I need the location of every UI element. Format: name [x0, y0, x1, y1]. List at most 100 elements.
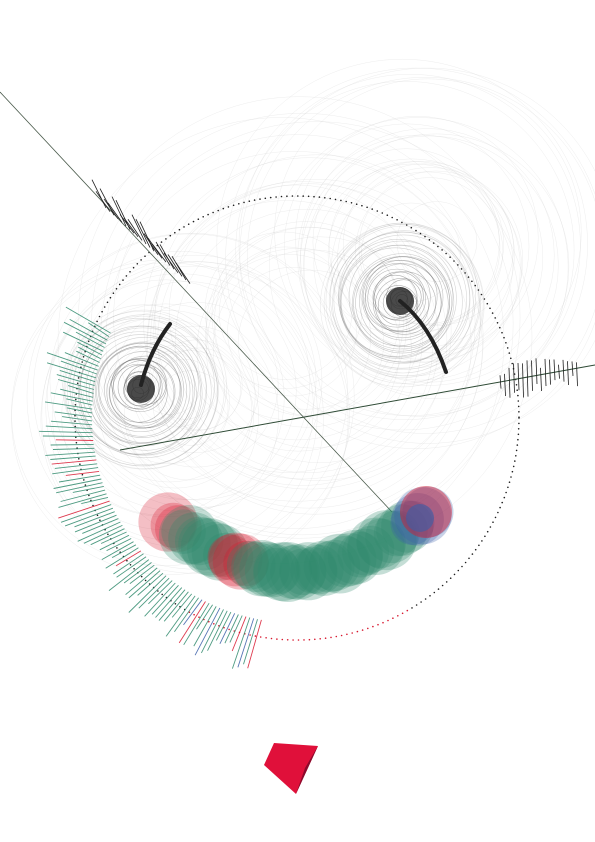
fringe-stroke — [60, 388, 94, 398]
face-dot — [474, 548, 477, 551]
eye-ring — [348, 244, 454, 350]
smile-blob — [270, 544, 326, 600]
fringe-stroke — [128, 570, 161, 599]
face-dot — [228, 628, 230, 631]
eye-ring — [104, 351, 182, 429]
fringe-stroke — [243, 619, 258, 665]
hatch-mark — [151, 243, 167, 263]
eye-ring — [77, 331, 201, 455]
face-dot — [178, 228, 181, 231]
face-dot — [506, 347, 509, 349]
fringe-stroke — [83, 524, 123, 544]
background-ring — [146, 183, 472, 509]
background-ring — [328, 161, 501, 333]
smile-blob — [303, 541, 355, 593]
face-dot — [197, 218, 200, 220]
fringe-stroke — [229, 615, 243, 643]
face-dot — [372, 625, 374, 628]
hatch-mark — [499, 375, 502, 389]
fringe-stroke — [66, 407, 93, 414]
face-dot — [517, 400, 520, 402]
face-dot — [157, 590, 159, 592]
hatch-mark — [103, 198, 119, 220]
fringe-stroke — [63, 331, 104, 352]
smile-blob — [158, 505, 219, 565]
smile-blob — [356, 510, 417, 571]
fringe-stroke — [72, 485, 104, 493]
background-ring — [47, 279, 285, 518]
face-dot — [457, 264, 459, 266]
face-dot — [499, 506, 501, 509]
fringe-stroke — [224, 614, 239, 644]
background-ring — [300, 128, 555, 383]
face-dot — [512, 465, 515, 468]
smile-blob — [296, 540, 352, 596]
face-dot — [396, 219, 398, 221]
face-dot — [397, 615, 399, 617]
fringe-stroke — [77, 521, 121, 542]
smile-blob — [308, 539, 361, 592]
fringe-stroke — [231, 617, 251, 669]
face-dot — [227, 206, 230, 208]
face-dot — [280, 195, 283, 198]
fringe-stroke — [247, 619, 262, 669]
diagonal-line — [0, 91, 393, 513]
smile-blob — [150, 502, 196, 548]
face-dot — [92, 504, 94, 507]
face-dot — [308, 638, 311, 641]
face-dot — [140, 259, 142, 261]
fringe-stroke — [59, 369, 96, 383]
hatch-mark — [522, 363, 524, 398]
face-dot — [96, 320, 98, 323]
fringe-stroke — [106, 538, 132, 552]
eye-ring — [364, 263, 442, 341]
fringe-stroke — [215, 611, 232, 641]
eye-ring — [85, 334, 195, 444]
smile-blob — [233, 540, 290, 597]
fringe-stroke — [183, 599, 203, 626]
eye-ring — [372, 271, 437, 335]
face-dot — [87, 340, 90, 343]
fringe-stroke — [108, 559, 150, 591]
fringe-stroke — [56, 374, 95, 387]
hatch-mark — [111, 196, 127, 227]
face-dot — [376, 210, 379, 212]
eye-ring — [340, 244, 455, 359]
face-dot — [222, 207, 225, 210]
eye-ring — [352, 253, 453, 354]
smile-blob — [223, 540, 269, 587]
background-ring — [57, 117, 505, 564]
fringe-stroke — [60, 360, 97, 375]
background-ring — [355, 177, 504, 326]
face-dot — [371, 208, 374, 210]
background-ring — [153, 370, 229, 446]
background-ring — [297, 134, 544, 381]
face-dot — [391, 216, 394, 219]
fringe-stroke — [58, 493, 107, 508]
eye-ring — [63, 310, 219, 467]
hatch-mark — [175, 262, 191, 284]
smile-blob — [178, 517, 231, 571]
face-dot — [345, 200, 348, 203]
background-ring — [99, 335, 253, 489]
red-logo-mark — [264, 743, 318, 794]
hatch-mark — [558, 364, 560, 379]
face-dot — [410, 226, 413, 229]
face-dot — [335, 635, 338, 638]
background-ring — [41, 261, 350, 570]
face-dot — [518, 411, 520, 413]
face-dot — [516, 444, 519, 446]
face-dot — [90, 499, 92, 502]
face-dot — [508, 352, 511, 354]
face-dot — [514, 460, 516, 462]
face-dot — [356, 630, 359, 633]
eye-ring — [323, 224, 484, 384]
background-ring — [303, 133, 570, 399]
face-dot — [517, 394, 519, 397]
eye-ring — [385, 279, 422, 315]
face-dot — [286, 639, 289, 641]
smile-blob — [168, 512, 220, 564]
hatch-mark — [513, 363, 515, 393]
eye-ring — [353, 256, 449, 352]
